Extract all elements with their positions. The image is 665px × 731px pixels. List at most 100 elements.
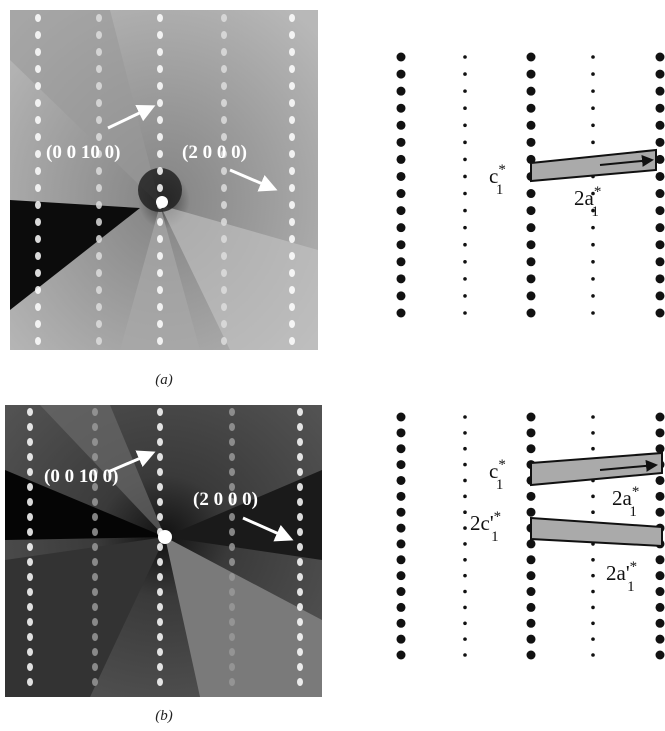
lattice-point bbox=[527, 87, 536, 96]
spot bbox=[157, 184, 163, 192]
lattice-point bbox=[463, 141, 467, 145]
lattice-point bbox=[397, 635, 406, 644]
spot bbox=[297, 648, 303, 656]
lattice-point bbox=[463, 277, 467, 281]
lattice-point bbox=[527, 189, 536, 198]
spot bbox=[297, 423, 303, 431]
lattice-point bbox=[527, 121, 536, 130]
lattice-point bbox=[397, 651, 406, 660]
lattice-point bbox=[591, 653, 595, 657]
spot bbox=[27, 588, 33, 596]
lattice-point bbox=[591, 558, 595, 562]
lattice-point bbox=[591, 141, 595, 145]
spot bbox=[289, 133, 295, 141]
lattice-point bbox=[463, 431, 467, 435]
spot bbox=[157, 618, 163, 626]
spot bbox=[229, 468, 235, 476]
lattice-point bbox=[591, 243, 595, 247]
spot bbox=[289, 99, 295, 107]
lattice-point bbox=[656, 121, 665, 130]
spot bbox=[35, 201, 41, 209]
spot bbox=[229, 408, 235, 416]
spot bbox=[27, 618, 33, 626]
diagram-label: 2a*1 bbox=[612, 484, 639, 520]
spot bbox=[157, 337, 163, 345]
lattice-point bbox=[527, 555, 536, 564]
spot bbox=[96, 31, 102, 39]
spot bbox=[96, 320, 102, 328]
lattice-point bbox=[397, 524, 406, 533]
spot bbox=[289, 303, 295, 311]
lattice-point bbox=[591, 431, 595, 435]
lattice-point bbox=[656, 172, 665, 181]
spot bbox=[157, 167, 163, 175]
lattice-point bbox=[656, 104, 665, 113]
label-sup: * bbox=[494, 509, 502, 525]
lattice-point bbox=[463, 89, 467, 93]
spot bbox=[96, 235, 102, 243]
image-label: (2 0 0 0) bbox=[193, 489, 258, 510]
spot bbox=[35, 14, 41, 22]
lattice-point bbox=[656, 428, 665, 437]
lattice-point bbox=[591, 277, 595, 281]
spot bbox=[92, 573, 98, 581]
spot bbox=[221, 252, 227, 260]
lattice-point bbox=[463, 243, 467, 247]
spot bbox=[157, 201, 163, 209]
lattice-point bbox=[656, 587, 665, 596]
lattice-point bbox=[591, 106, 595, 110]
spot bbox=[221, 303, 227, 311]
lattice-point bbox=[527, 274, 536, 283]
lattice-point bbox=[397, 476, 406, 485]
lattice-point bbox=[656, 206, 665, 215]
spot bbox=[297, 603, 303, 611]
lattice-point bbox=[656, 555, 665, 564]
spot bbox=[96, 201, 102, 209]
spot bbox=[157, 48, 163, 56]
spot bbox=[35, 252, 41, 260]
spot bbox=[297, 573, 303, 581]
spot bbox=[27, 453, 33, 461]
lattice-point bbox=[591, 637, 595, 641]
spot bbox=[157, 82, 163, 90]
spot bbox=[157, 14, 163, 22]
lattice-point bbox=[397, 189, 406, 198]
lattice-point bbox=[527, 291, 536, 300]
lattice-point bbox=[656, 223, 665, 232]
spot bbox=[27, 498, 33, 506]
spot bbox=[27, 663, 33, 671]
lattice-point bbox=[656, 291, 665, 300]
spot bbox=[35, 99, 41, 107]
spot bbox=[289, 184, 295, 192]
spot bbox=[157, 483, 163, 491]
diffraction-image bbox=[5, 405, 322, 697]
lattice-point bbox=[463, 653, 467, 657]
lattice-point bbox=[527, 257, 536, 266]
spot bbox=[96, 14, 102, 22]
lattice-point bbox=[527, 651, 536, 660]
lattice-point bbox=[397, 240, 406, 249]
lattice-point bbox=[397, 155, 406, 164]
lattice-point bbox=[591, 89, 595, 93]
label-sup: * bbox=[498, 162, 506, 178]
lattice-point bbox=[656, 413, 665, 422]
spot bbox=[96, 337, 102, 345]
spot bbox=[35, 116, 41, 124]
lattice-point bbox=[656, 444, 665, 453]
spot bbox=[297, 678, 303, 686]
spot bbox=[221, 99, 227, 107]
lattice-point bbox=[397, 508, 406, 517]
spot bbox=[35, 235, 41, 243]
spot bbox=[35, 65, 41, 73]
spot bbox=[96, 303, 102, 311]
image-label: (0 0 10 0) bbox=[46, 142, 120, 163]
lattice-point bbox=[397, 274, 406, 283]
lattice-point bbox=[527, 428, 536, 437]
lattice-point bbox=[397, 206, 406, 215]
lattice-point bbox=[397, 121, 406, 130]
lattice-point bbox=[527, 619, 536, 628]
spot bbox=[157, 573, 163, 581]
spot bbox=[221, 82, 227, 90]
spot bbox=[221, 65, 227, 73]
label-sub: 1 bbox=[491, 529, 499, 545]
